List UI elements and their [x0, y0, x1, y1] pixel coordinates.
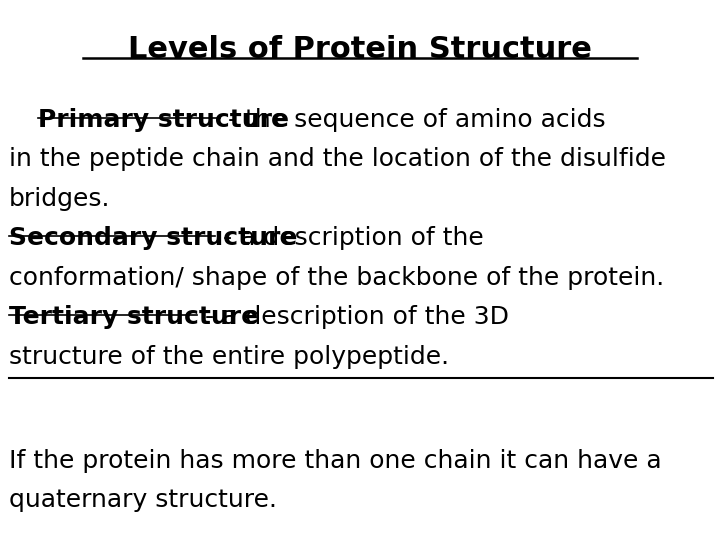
Text: Secondary structure: Secondary structure — [9, 226, 297, 250]
Text: - the sequence of amino acids: - the sequence of amino acids — [220, 108, 606, 132]
Text: Levels of Protein Structure: Levels of Protein Structure — [128, 35, 592, 64]
Text: Primary structure: Primary structure — [38, 108, 289, 132]
Text: structure of the entire polypeptide.: structure of the entire polypeptide. — [9, 345, 449, 368]
Text: in the peptide chain and the location of the disulfide: in the peptide chain and the location of… — [9, 147, 665, 171]
Text: Tertiary structure: Tertiary structure — [9, 305, 258, 329]
Text: - a description of the: - a description of the — [215, 226, 483, 250]
Text: bridges.: bridges. — [9, 187, 110, 211]
Text: quaternary structure.: quaternary structure. — [9, 488, 276, 512]
Text: If the protein has more than one chain it can have a: If the protein has more than one chain i… — [9, 449, 661, 473]
Text: conformation/ shape of the backbone of the protein.: conformation/ shape of the backbone of t… — [9, 266, 664, 289]
Text: - a description of the 3D: - a description of the 3D — [197, 305, 509, 329]
